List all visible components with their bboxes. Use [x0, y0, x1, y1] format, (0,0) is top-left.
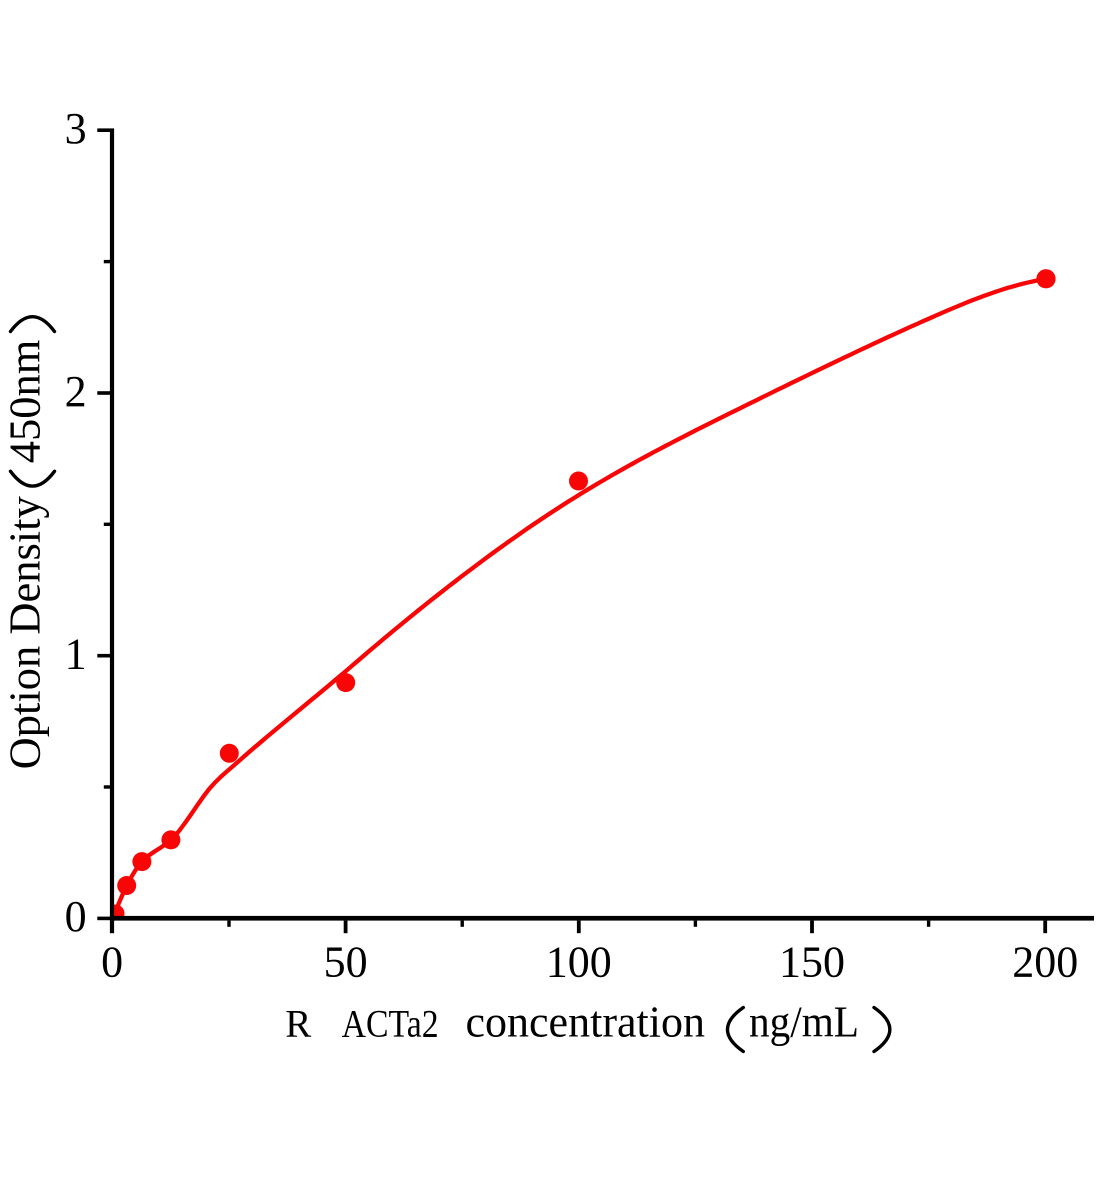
svg-text:450nm: 450nm: [0, 340, 50, 464]
svg-text:2: 2: [65, 367, 87, 416]
svg-text:Option Density: Option Density: [0, 495, 50, 769]
svg-text:ACTa2: ACTa2: [342, 1003, 439, 1046]
svg-text:R: R: [285, 1003, 311, 1046]
svg-text:150: 150: [779, 938, 845, 987]
svg-text:100: 100: [546, 938, 612, 987]
svg-text:1: 1: [65, 630, 87, 679]
svg-text:3: 3: [65, 104, 87, 153]
svg-text:0: 0: [65, 892, 87, 941]
svg-text:concentration: concentration: [466, 998, 705, 1047]
svg-text:ng/mL: ng/mL: [749, 998, 859, 1047]
svg-text:200: 200: [1012, 938, 1078, 987]
svg-text:50: 50: [324, 938, 368, 987]
svg-text:0: 0: [101, 938, 123, 987]
